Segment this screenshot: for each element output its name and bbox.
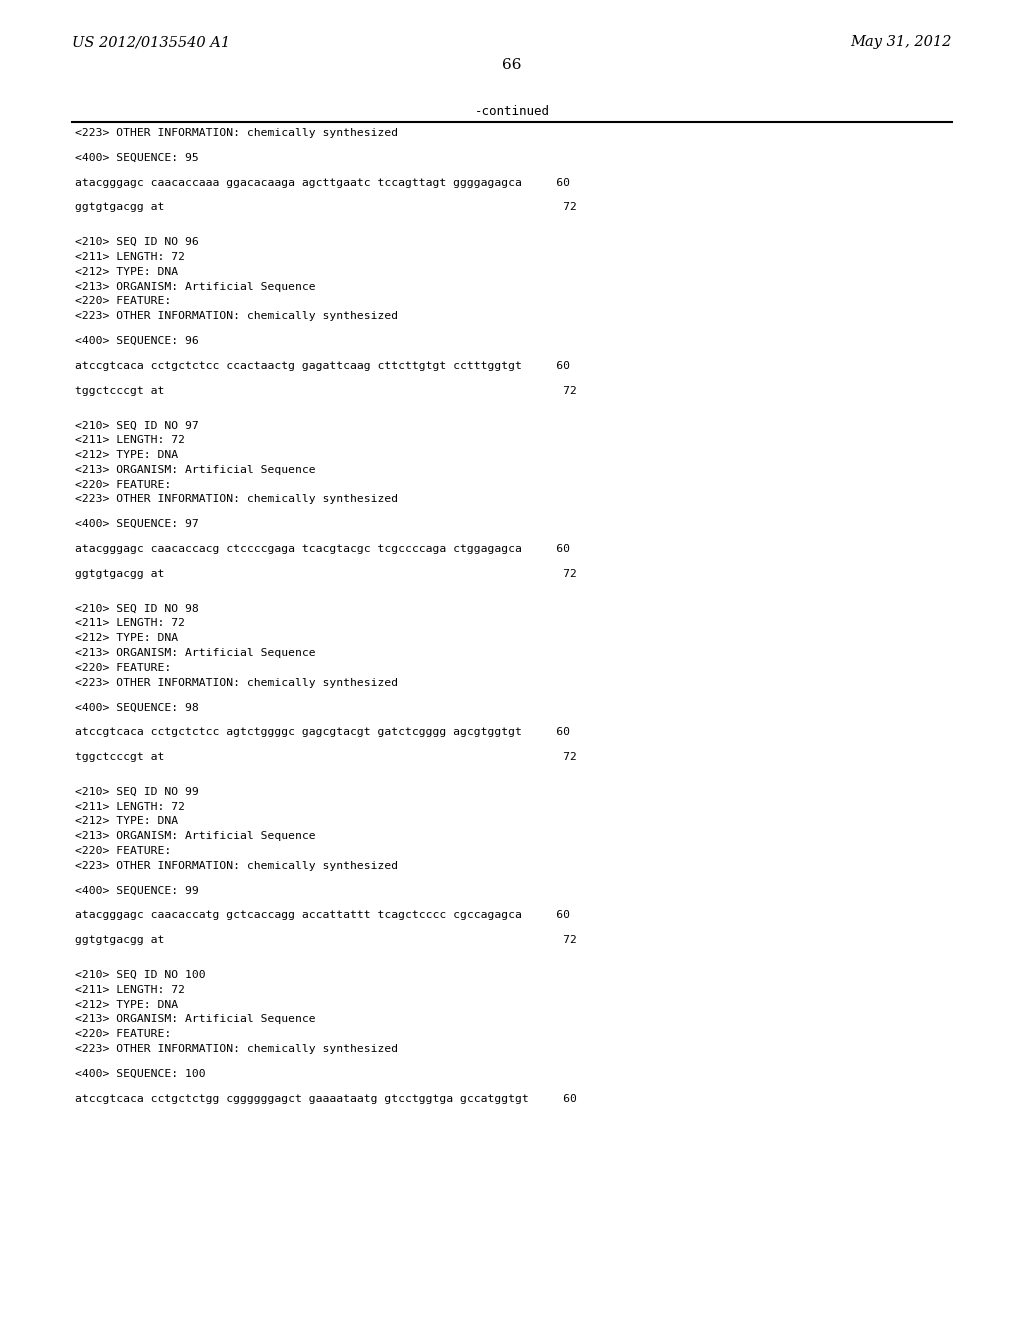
Text: <213> ORGANISM: Artificial Sequence: <213> ORGANISM: Artificial Sequence: [75, 648, 315, 657]
Text: tggctcccgt at                                                          72: tggctcccgt at 72: [75, 752, 577, 762]
Text: <211> LENGTH: 72: <211> LENGTH: 72: [75, 436, 185, 445]
Text: ggtgtgacgg at                                                          72: ggtgtgacgg at 72: [75, 935, 577, 945]
Text: atacgggagc caacaccatg gctcaccagg accattattt tcagctcccc cgccagagca     60: atacgggagc caacaccatg gctcaccagg accatta…: [75, 911, 570, 920]
Text: <400> SEQUENCE: 97: <400> SEQUENCE: 97: [75, 519, 199, 529]
Text: atccgtcaca cctgctctgg cggggggagct gaaaataatg gtcctggtga gccatggtgt     60: atccgtcaca cctgctctgg cggggggagct gaaaat…: [75, 1093, 577, 1104]
Text: May 31, 2012: May 31, 2012: [851, 36, 952, 49]
Text: <223> OTHER INFORMATION: chemically synthesized: <223> OTHER INFORMATION: chemically synt…: [75, 128, 398, 139]
Text: <212> TYPE: DNA: <212> TYPE: DNA: [75, 634, 178, 643]
Text: <220> FEATURE:: <220> FEATURE:: [75, 297, 171, 306]
Text: ggtgtgacgg at                                                          72: ggtgtgacgg at 72: [75, 569, 577, 578]
Text: <212> TYPE: DNA: <212> TYPE: DNA: [75, 999, 178, 1010]
Text: 66: 66: [502, 58, 522, 73]
Text: <213> ORGANISM: Artificial Sequence: <213> ORGANISM: Artificial Sequence: [75, 465, 315, 475]
Text: <212> TYPE: DNA: <212> TYPE: DNA: [75, 267, 178, 277]
Text: atccgtcaca cctgctctcc ccactaactg gagattcaag cttcttgtgt cctttggtgt     60: atccgtcaca cctgctctcc ccactaactg gagattc…: [75, 360, 570, 371]
Text: <400> SEQUENCE: 96: <400> SEQUENCE: 96: [75, 337, 199, 346]
Text: <400> SEQUENCE: 95: <400> SEQUENCE: 95: [75, 153, 199, 162]
Text: <213> ORGANISM: Artificial Sequence: <213> ORGANISM: Artificial Sequence: [75, 832, 315, 841]
Text: <210> SEQ ID NO 96: <210> SEQ ID NO 96: [75, 238, 199, 247]
Text: <211> LENGTH: 72: <211> LENGTH: 72: [75, 618, 185, 628]
Text: <400> SEQUENCE: 98: <400> SEQUENCE: 98: [75, 702, 199, 713]
Text: atccgtcaca cctgctctcc agtctggggc gagcgtacgt gatctcgggg agcgtggtgt     60: atccgtcaca cctgctctcc agtctggggc gagcgta…: [75, 727, 570, 737]
Text: atacgggagc caacaccaaa ggacacaaga agcttgaatc tccagttagt ggggagagca     60: atacgggagc caacaccaaa ggacacaaga agcttga…: [75, 178, 570, 187]
Text: <220> FEATURE:: <220> FEATURE:: [75, 1030, 171, 1039]
Text: <223> OTHER INFORMATION: chemically synthesized: <223> OTHER INFORMATION: chemically synt…: [75, 495, 398, 504]
Text: <223> OTHER INFORMATION: chemically synthesized: <223> OTHER INFORMATION: chemically synt…: [75, 312, 398, 321]
Text: ggtgtgacgg at                                                          72: ggtgtgacgg at 72: [75, 202, 577, 213]
Text: <220> FEATURE:: <220> FEATURE:: [75, 846, 171, 855]
Text: <210> SEQ ID NO 100: <210> SEQ ID NO 100: [75, 970, 206, 979]
Text: <210> SEQ ID NO 99: <210> SEQ ID NO 99: [75, 787, 199, 797]
Text: <223> OTHER INFORMATION: chemically synthesized: <223> OTHER INFORMATION: chemically synt…: [75, 861, 398, 871]
Text: <211> LENGTH: 72: <211> LENGTH: 72: [75, 985, 185, 995]
Text: <220> FEATURE:: <220> FEATURE:: [75, 663, 171, 673]
Text: <212> TYPE: DNA: <212> TYPE: DNA: [75, 816, 178, 826]
Text: <211> LENGTH: 72: <211> LENGTH: 72: [75, 252, 185, 261]
Text: tggctcccgt at                                                          72: tggctcccgt at 72: [75, 385, 577, 396]
Text: <213> ORGANISM: Artificial Sequence: <213> ORGANISM: Artificial Sequence: [75, 1014, 315, 1024]
Text: <223> OTHER INFORMATION: chemically synthesized: <223> OTHER INFORMATION: chemically synt…: [75, 1044, 398, 1053]
Text: US 2012/0135540 A1: US 2012/0135540 A1: [72, 36, 230, 49]
Text: <210> SEQ ID NO 98: <210> SEQ ID NO 98: [75, 603, 199, 614]
Text: -continued: -continued: [474, 106, 550, 117]
Text: <210> SEQ ID NO 97: <210> SEQ ID NO 97: [75, 420, 199, 430]
Text: <213> ORGANISM: Artificial Sequence: <213> ORGANISM: Artificial Sequence: [75, 281, 315, 292]
Text: <211> LENGTH: 72: <211> LENGTH: 72: [75, 801, 185, 812]
Text: <220> FEATURE:: <220> FEATURE:: [75, 479, 171, 490]
Text: <400> SEQUENCE: 100: <400> SEQUENCE: 100: [75, 1069, 206, 1078]
Text: <212> TYPE: DNA: <212> TYPE: DNA: [75, 450, 178, 459]
Text: <400> SEQUENCE: 99: <400> SEQUENCE: 99: [75, 886, 199, 895]
Text: atacgggagc caacaccacg ctccccgaga tcacgtacgc tcgccccaga ctggagagca     60: atacgggagc caacaccacg ctccccgaga tcacgta…: [75, 544, 570, 554]
Text: <223> OTHER INFORMATION: chemically synthesized: <223> OTHER INFORMATION: chemically synt…: [75, 677, 398, 688]
